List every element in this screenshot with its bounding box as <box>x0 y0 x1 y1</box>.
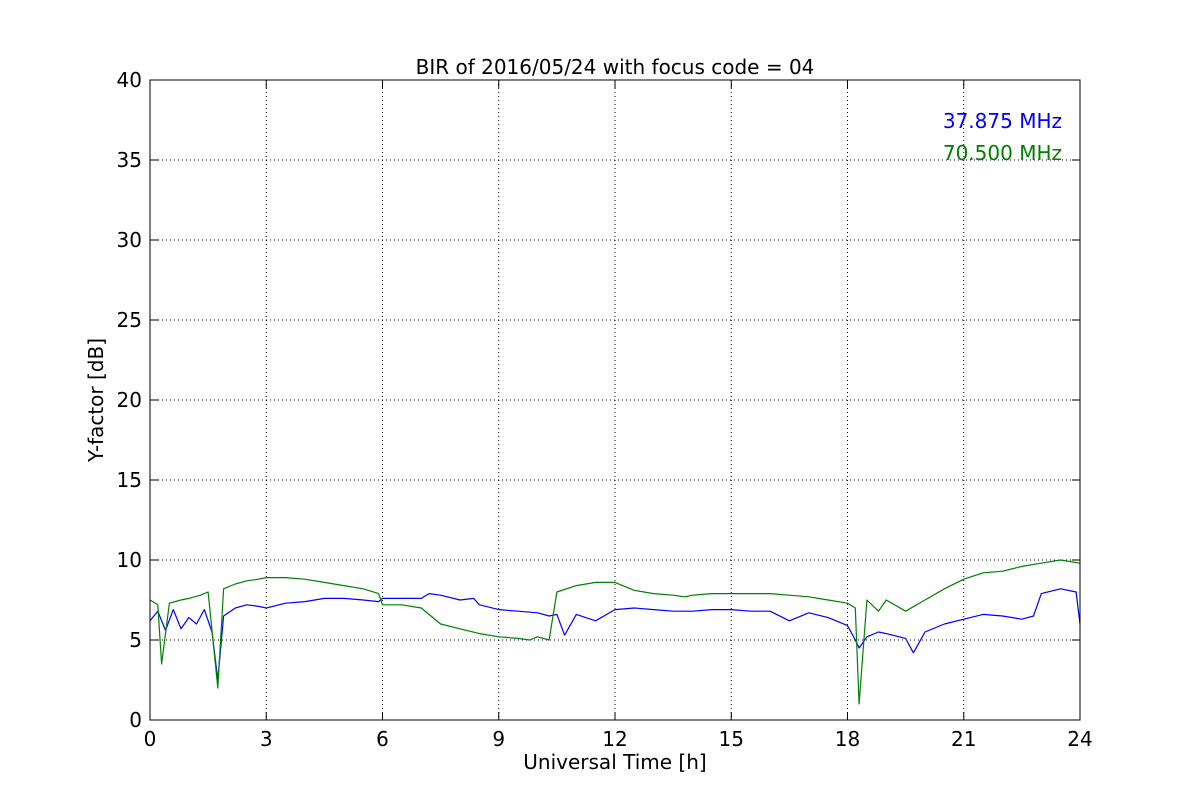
y-tick-label: 20 <box>117 388 142 412</box>
y-tick-label: 30 <box>117 228 142 252</box>
y-tick-label: 0 <box>129 708 142 732</box>
legend: 37.875 MHz 70.500 MHz <box>943 109 1062 165</box>
series-line-1 <box>149 588 1081 681</box>
y-tick-label: 10 <box>117 548 142 572</box>
y-tick-label: 35 <box>117 148 142 172</box>
series-layer <box>149 559 1081 705</box>
y-tick-label: 25 <box>117 308 142 332</box>
x-axis-label: Universal Time [h] <box>523 750 706 774</box>
x-tick-label: 18 <box>835 727 860 751</box>
x-tick-label: 6 <box>376 727 389 751</box>
series-line-2 <box>149 559 1081 705</box>
y-tick-label: 15 <box>117 468 142 492</box>
chart-title: BIR of 2016/05/24 with focus code = 04 <box>416 55 815 79</box>
x-tick-label: 21 <box>951 727 976 751</box>
x-tick-label: 3 <box>260 727 273 751</box>
x-tick-label: 12 <box>602 727 627 751</box>
x-tick-label: 24 <box>1067 727 1092 751</box>
legend-entry-1: 37.875 MHz <box>943 109 1062 133</box>
y-tick-label: 5 <box>129 628 142 652</box>
ticks: 0 3 6 9 12 15 18 21 24 0 5 10 15 20 25 30 35 40 <box>117 68 1093 751</box>
y-axis-label: Y-factor [dB] <box>84 338 108 463</box>
x-tick-label: 9 <box>492 727 505 751</box>
x-tick-label: 15 <box>719 727 744 751</box>
y-tick-label: 40 <box>117 68 142 92</box>
grid <box>150 80 1080 720</box>
x-tick-label: 0 <box>144 727 157 751</box>
legend-entry-2: 70.500 MHz <box>943 141 1062 165</box>
